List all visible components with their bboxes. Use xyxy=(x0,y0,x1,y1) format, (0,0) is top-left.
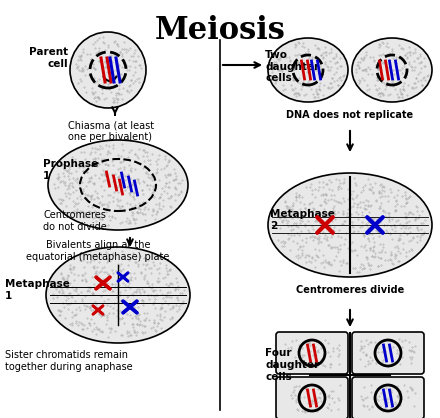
FancyBboxPatch shape xyxy=(276,377,348,418)
Ellipse shape xyxy=(352,38,432,102)
Text: Prophase
1: Prophase 1 xyxy=(43,159,98,181)
Text: Metaphase
2: Metaphase 2 xyxy=(270,209,335,231)
Text: Sister chromatids remain
together during anaphase: Sister chromatids remain together during… xyxy=(5,350,132,372)
Text: Bivalents align at the
equatorial (metaphase) plate: Bivalents align at the equatorial (metap… xyxy=(26,240,170,262)
Text: Chiasma (at least
one per bivalent): Chiasma (at least one per bivalent) xyxy=(68,120,154,142)
Ellipse shape xyxy=(46,247,190,343)
Ellipse shape xyxy=(48,140,188,230)
Text: Meiosis: Meiosis xyxy=(154,15,286,46)
Ellipse shape xyxy=(268,38,348,102)
Text: DNA does not replicate: DNA does not replicate xyxy=(286,110,414,120)
Text: Metaphase
1: Metaphase 1 xyxy=(5,279,70,301)
Ellipse shape xyxy=(268,173,432,277)
Circle shape xyxy=(70,32,146,108)
FancyBboxPatch shape xyxy=(352,377,424,418)
Text: Parent
cell: Parent cell xyxy=(29,47,68,69)
FancyBboxPatch shape xyxy=(352,332,424,374)
Text: Centromeres
do not divide: Centromeres do not divide xyxy=(43,210,107,232)
Text: Four
daughter
cells: Four daughter cells xyxy=(265,348,319,382)
FancyBboxPatch shape xyxy=(276,332,348,374)
Text: Two
daughter
cells: Two daughter cells xyxy=(265,50,319,83)
Text: Centromeres divide: Centromeres divide xyxy=(296,285,404,295)
